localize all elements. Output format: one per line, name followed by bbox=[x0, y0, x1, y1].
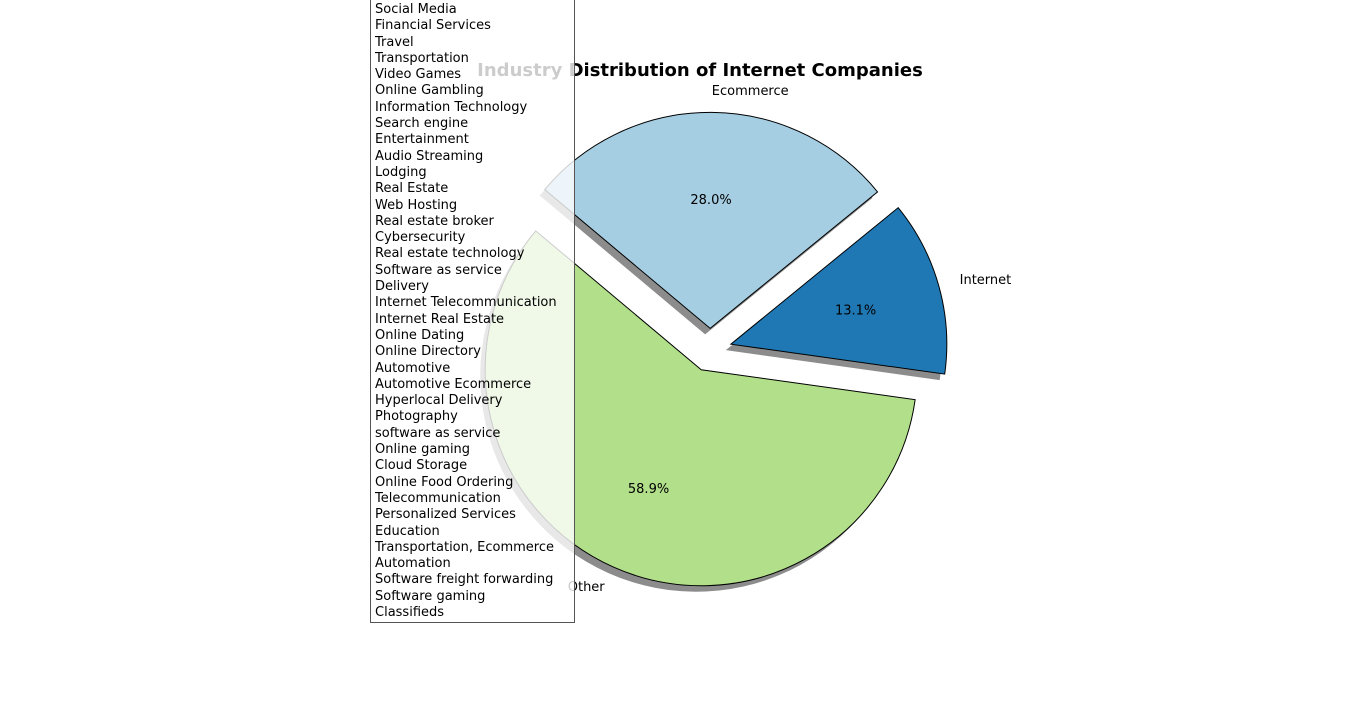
slice-label: Internet bbox=[960, 273, 1012, 288]
legend-item: Internet Real Estate bbox=[375, 311, 505, 327]
legend-item: Online Food Ordering bbox=[375, 474, 514, 490]
slice-percent-label: 28.0% bbox=[690, 193, 731, 208]
pie-slice bbox=[543, 111, 879, 330]
pie-slices bbox=[484, 111, 948, 587]
legend-item: software as service bbox=[375, 425, 501, 441]
legend-item: Online Directory bbox=[375, 344, 481, 360]
legend-item: Lodging bbox=[375, 164, 427, 180]
legend-item: Automotive bbox=[375, 360, 451, 376]
legend-item: Automotive Ecommerce bbox=[375, 376, 532, 392]
slice-labels: Other 58.9% Internet 13.1% Ecommerce 28.0% bbox=[568, 84, 1012, 595]
legend-item: Personalized Services bbox=[375, 507, 516, 523]
legend-item: Social Media bbox=[375, 2, 457, 17]
legend-item: Automation bbox=[375, 556, 451, 572]
legend-item: Hyperlocal Delivery bbox=[375, 393, 503, 409]
legend-item: Audio Streaming bbox=[375, 148, 484, 164]
legend-item: Classifieds bbox=[375, 604, 445, 620]
slice-percent-label: 13.1% bbox=[835, 303, 876, 318]
slice-label: Ecommerce bbox=[712, 84, 789, 99]
slice-label: Other bbox=[568, 580, 606, 595]
legend-item: Information Technology bbox=[375, 99, 528, 115]
legend-item: Telecommunication bbox=[375, 490, 501, 506]
legend-item: Education bbox=[375, 523, 440, 539]
legend-item: Online gaming bbox=[375, 442, 471, 458]
legend: Social Media Financial Services Travel Tran… bbox=[370, 0, 575, 623]
legend-item: Financial Services bbox=[375, 18, 491, 34]
legend-item: Real estate broker bbox=[375, 213, 494, 229]
legend-item: Entertainment bbox=[375, 132, 469, 148]
legend-item: Real estate technology bbox=[375, 246, 525, 262]
legend-item: Transportation bbox=[375, 50, 469, 66]
legend-item: Real Estate bbox=[375, 181, 449, 197]
legend-item: Delivery bbox=[375, 279, 429, 295]
legend-item: Cybersecurity bbox=[375, 230, 466, 246]
legend-item: Online Dating bbox=[375, 327, 465, 343]
slice-percent-label: 58.9% bbox=[628, 482, 669, 497]
legend-item: Video Games bbox=[375, 67, 462, 83]
legend-item: Web Hosting bbox=[375, 197, 458, 213]
legend-item: Travel bbox=[375, 34, 414, 50]
chart-title: Industry Distribution of Internet Compan… bbox=[477, 60, 923, 81]
legend-item: Photography bbox=[375, 409, 458, 425]
legend-item: Internet Telecommunication bbox=[375, 295, 557, 311]
legend-item: Transportation, Ecommerce bbox=[375, 539, 554, 555]
pie-slice bbox=[729, 206, 948, 375]
legend-item: Software gaming bbox=[375, 588, 486, 604]
legend-item: Software as service bbox=[375, 262, 502, 278]
legend-item: Search engine bbox=[375, 116, 469, 132]
legend-item: Software freight forwarding bbox=[375, 572, 554, 588]
legend-item: Online Gambling bbox=[375, 83, 484, 99]
legend-item: Cloud Storage bbox=[375, 458, 468, 474]
